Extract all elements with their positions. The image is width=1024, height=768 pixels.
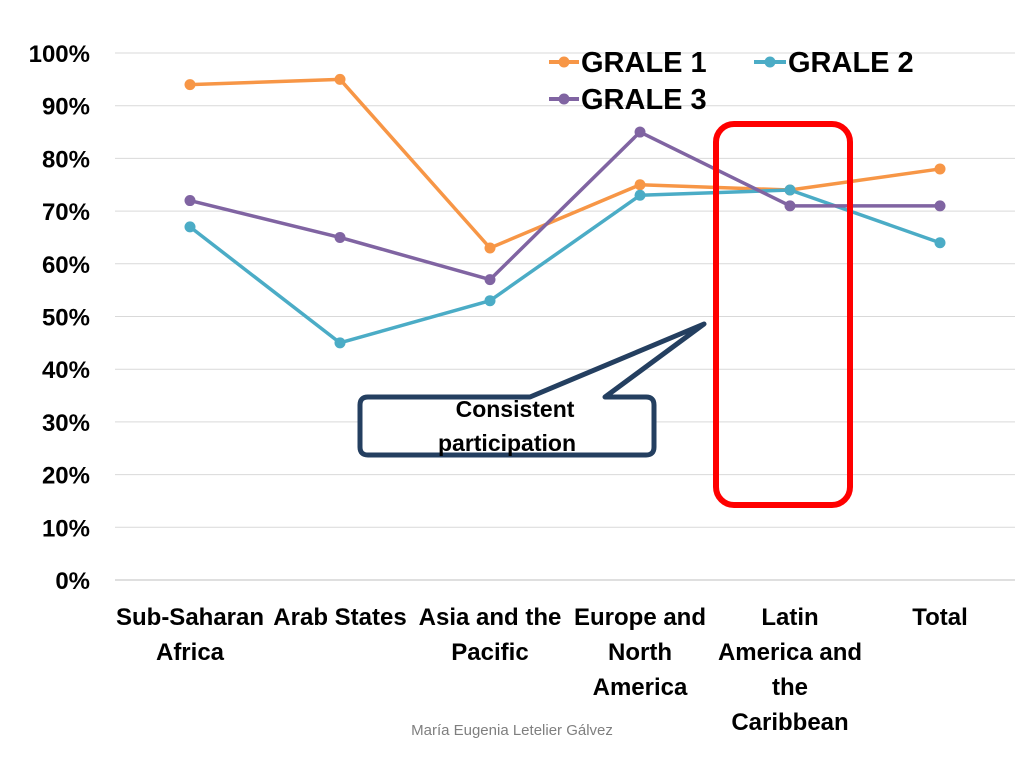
y-tick-label: 80% xyxy=(42,146,90,173)
legend-label-grale-1: GRALE 1 xyxy=(581,47,707,79)
x-tick-label: Asia and the Pacific xyxy=(419,604,562,666)
y-tick-label: 20% xyxy=(42,463,90,490)
legend-item-grale-2: GRALE 2 xyxy=(754,47,914,79)
data-point-grale-2 xyxy=(784,184,796,196)
data-point-grale-1 xyxy=(934,163,946,175)
y-tick-label: 40% xyxy=(42,357,90,384)
data-point-grale-1 xyxy=(634,179,646,191)
series-lines xyxy=(184,73,946,349)
y-tick-label: 30% xyxy=(42,410,90,437)
data-point-grale-3 xyxy=(184,195,196,207)
legend-label-grale-3: GRALE 3 xyxy=(581,84,707,116)
data-point-grale-2 xyxy=(634,189,646,201)
callout-line-1: Consistent xyxy=(456,396,575,422)
data-point-grale-1 xyxy=(484,242,496,254)
data-point-grale-3 xyxy=(934,200,946,212)
data-point-grale-1 xyxy=(184,79,196,91)
x-tick-label: Arab States xyxy=(273,604,406,631)
data-point-grale-2 xyxy=(484,295,496,307)
y-tick-label: 90% xyxy=(42,94,90,121)
legend-label-grale-2: GRALE 2 xyxy=(788,47,914,79)
data-point-grale-3 xyxy=(634,126,646,138)
x-tick-label: Europe and North America xyxy=(574,604,706,701)
y-tick-label: 0% xyxy=(55,568,90,595)
x-axis-ticks: Sub-Saharan Africa Arab States Asia and the… xyxy=(116,604,968,736)
series-line-grale-1 xyxy=(189,77,941,250)
x-tick-label: Latin America and the Caribbean xyxy=(718,604,862,736)
callout: Consistent participation xyxy=(357,321,707,458)
y-tick-label: 60% xyxy=(42,252,90,279)
x-tick-label: Total xyxy=(912,604,968,631)
callout-line-2: participation xyxy=(438,430,576,456)
y-tick-label: 70% xyxy=(42,199,90,226)
y-tick-label: 50% xyxy=(42,305,90,332)
data-point-grale-3 xyxy=(784,200,796,212)
data-point-grale-2 xyxy=(184,221,196,233)
footer-author: María Eugenia Letelier Gálvez xyxy=(411,722,613,739)
data-point-grale-1 xyxy=(334,73,346,85)
data-point-grale-3 xyxy=(334,231,346,243)
y-tick-label: 10% xyxy=(42,515,90,542)
callout-box xyxy=(357,321,707,458)
y-tick-label: 100% xyxy=(29,41,90,68)
y-axis-ticks: 0% 10% 20% 30% 40% 50% 60% 70% 80% 90% 100% xyxy=(29,41,90,595)
data-point-grale-3 xyxy=(484,274,496,286)
legend-item-grale-3: GRALE 3 xyxy=(549,84,707,116)
legend-item-grale-1: GRALE 1 xyxy=(549,47,707,79)
series-grale-1 xyxy=(184,73,946,254)
series-line-grale-3 xyxy=(189,130,940,282)
data-point-grale-2 xyxy=(334,337,346,349)
series-grale-3 xyxy=(184,126,946,286)
data-point-grale-2 xyxy=(934,237,946,249)
legend: GRALE 1 GRALE 2 GRALE 3 xyxy=(549,47,914,116)
series-grale-2 xyxy=(184,184,946,349)
highlight-box xyxy=(713,121,853,508)
gridlines xyxy=(115,52,1015,581)
series-line-grale-2 xyxy=(188,188,941,345)
x-tick-label: Sub-Saharan Africa xyxy=(116,604,264,666)
